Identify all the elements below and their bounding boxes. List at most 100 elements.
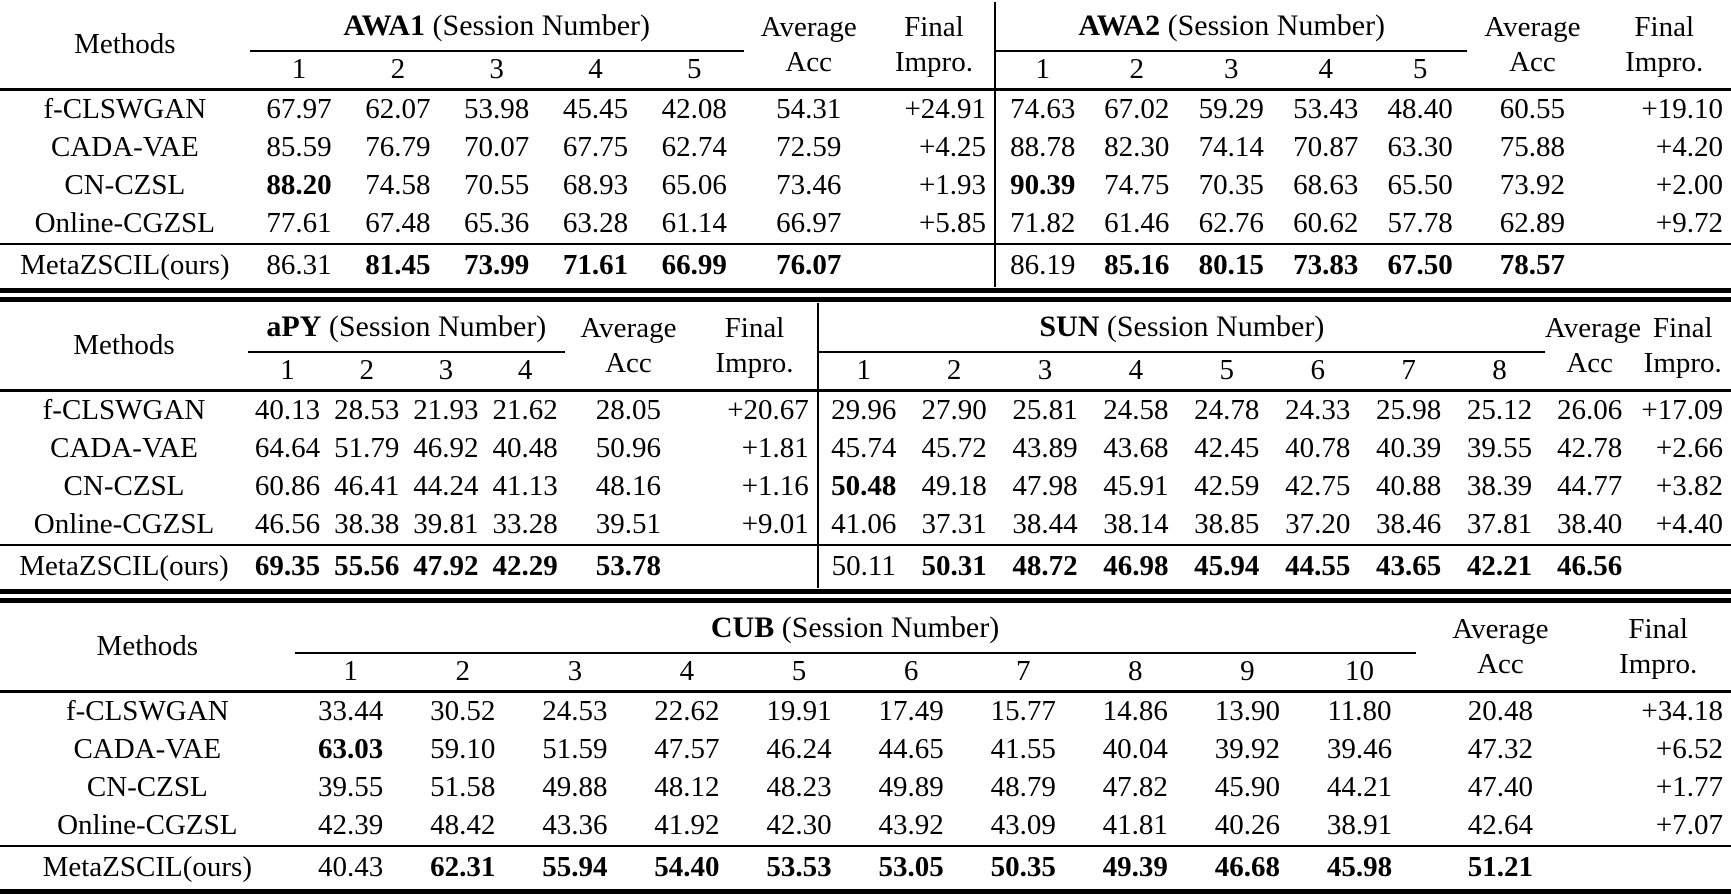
score-cell: 67.97: [266, 93, 332, 126]
average-label: Average: [580, 311, 677, 344]
method-cell: CADA-VAE: [50, 432, 198, 465]
impro-cell: [1585, 846, 1731, 889]
score-cell: 74.58: [365, 169, 431, 202]
score-cell: 47.92: [413, 550, 479, 583]
score-cell: 70.35: [1198, 169, 1264, 202]
table-separator: [0, 288, 1731, 302]
table-row: CADA-VAE 64.64 51.79 46.92 40.48 50.96 +1.81 45…: [0, 430, 1731, 468]
score-cell: 48.42: [430, 809, 496, 842]
final-impro-header: Final Impro.: [1634, 303, 1731, 391]
score-cell: 71.82: [994, 205, 1090, 244]
score-cell: 51.59: [542, 733, 608, 766]
average-label: Average: [1544, 311, 1641, 344]
average-acc-header: Average Acc: [1544, 303, 1641, 391]
score-cell: 88.78: [994, 129, 1090, 167]
final-impro-header: Final Impro.: [1585, 604, 1731, 692]
score-cell: 85.16: [1104, 249, 1170, 282]
score-cell: 60.86: [254, 470, 321, 503]
score-cell: 45.94: [1194, 550, 1260, 583]
method-cell: f-CLSWGAN: [42, 394, 206, 427]
score-cell: 51.58: [430, 771, 496, 804]
score-cell: 47.82: [1102, 771, 1168, 804]
impro-cell: +6.52: [1655, 733, 1723, 766]
score-cell: 38.39: [1466, 470, 1533, 503]
final-label: Final: [1634, 10, 1695, 43]
impro-label: Impro.: [894, 46, 973, 78]
score-cell: 24.58: [1103, 394, 1169, 427]
score-cell: 41.55: [990, 733, 1056, 766]
score-cell: 24.53: [542, 695, 608, 728]
score-cell: 85.59: [266, 131, 332, 164]
score-cell: 45.90: [1214, 771, 1280, 804]
score-cell: 43.92: [878, 809, 944, 842]
impro-label: Impro.: [1625, 46, 1704, 78]
score-cell: 37.20: [1285, 508, 1351, 541]
score-cell: 39.55: [1466, 432, 1533, 465]
impro-cell: +34.18: [1641, 695, 1723, 728]
methods-header: Methods: [74, 28, 176, 61]
score-cell: 62.07: [365, 93, 431, 126]
score-cell: 53.53: [766, 851, 832, 884]
score-cell: 38.85: [1194, 508, 1260, 541]
avg-cell: 73.92: [1499, 169, 1566, 202]
avg-cell: 60.55: [1499, 93, 1566, 126]
session-number-header: 3: [1037, 354, 1053, 387]
session-number-header: 4: [517, 354, 533, 387]
session-number-header: 9: [1240, 655, 1255, 688]
score-cell: 77.61: [266, 207, 332, 240]
final-label: Final: [724, 311, 785, 344]
score-cell: 69.35: [254, 550, 321, 583]
score-cell: 62.76: [1198, 207, 1264, 240]
score-cell: 48.23: [766, 771, 832, 804]
header-title-row: Methods aPY (Session Number) Average Acc Fin…: [0, 303, 1731, 379]
session-number-header: 1: [280, 354, 295, 387]
score-cell: 50.48: [816, 468, 909, 506]
method-cell: Online-CGZSL: [34, 207, 216, 240]
score-cell: 62.74: [661, 131, 727, 164]
avg-cell: 73.46: [776, 169, 842, 202]
session-number-header: 8: [1128, 655, 1143, 688]
score-cell: 40.26: [1214, 809, 1280, 842]
avg-cell: 54.31: [776, 93, 842, 126]
score-cell: 82.30: [1104, 131, 1170, 164]
score-cell: 51.79: [334, 432, 400, 465]
score-cell: 27.90: [921, 394, 987, 427]
score-cell: 38.46: [1375, 508, 1442, 541]
avg-cell: 47.32: [1467, 733, 1534, 766]
impro-cell: +1.77: [1655, 771, 1723, 804]
session-number-header: 2: [1129, 53, 1145, 86]
score-cell: 86.31: [266, 249, 332, 282]
impro-cell: [1597, 244, 1731, 287]
score-cell: 37.81: [1466, 508, 1533, 541]
score-cell: 43.09: [990, 809, 1056, 842]
avg-cell: 28.05: [595, 394, 662, 427]
score-cell: 48.72: [1012, 550, 1078, 583]
score-cell: 21.93: [413, 394, 479, 427]
table-row: CADA-VAE 85.59 76.79 70.07 67.75 62.74 72.59 +4…: [0, 129, 1731, 167]
method-cell: MetaZSCIL(ours): [19, 550, 229, 583]
score-cell: 39.46: [1326, 733, 1393, 766]
dataset-subtitle: (Session Number): [1160, 8, 1386, 42]
acc-label: Acc: [1566, 347, 1614, 379]
score-cell: 38.44: [1012, 508, 1078, 541]
score-cell: 44.55: [1285, 550, 1351, 583]
score-cell: 45.72: [921, 432, 987, 465]
table-separator: [0, 589, 1731, 603]
score-cell: 40.88: [1375, 470, 1442, 503]
impro-cell: +19.10: [1641, 93, 1723, 126]
impro-label: Impro.: [715, 347, 794, 379]
session-number-header: 2: [359, 354, 374, 387]
score-cell: 65.36: [464, 207, 530, 240]
score-cell: 40.48: [492, 432, 558, 465]
score-cell: 59.10: [430, 733, 496, 766]
score-cell: 11.80: [1327, 695, 1392, 728]
avg-cell: 42.64: [1467, 809, 1534, 842]
session-number-header: 6: [1310, 354, 1325, 387]
table-row: CN-CZSL 39.55 51.58 49.88 48.12 48.23 49.89 48.…: [0, 769, 1731, 807]
score-cell: 42.29: [492, 550, 558, 583]
score-cell: 46.24: [766, 733, 832, 766]
score-cell: 14.86: [1102, 695, 1168, 728]
avg-cell: 76.07: [776, 249, 842, 282]
final-impro-header: Final Impro.: [874, 2, 995, 90]
